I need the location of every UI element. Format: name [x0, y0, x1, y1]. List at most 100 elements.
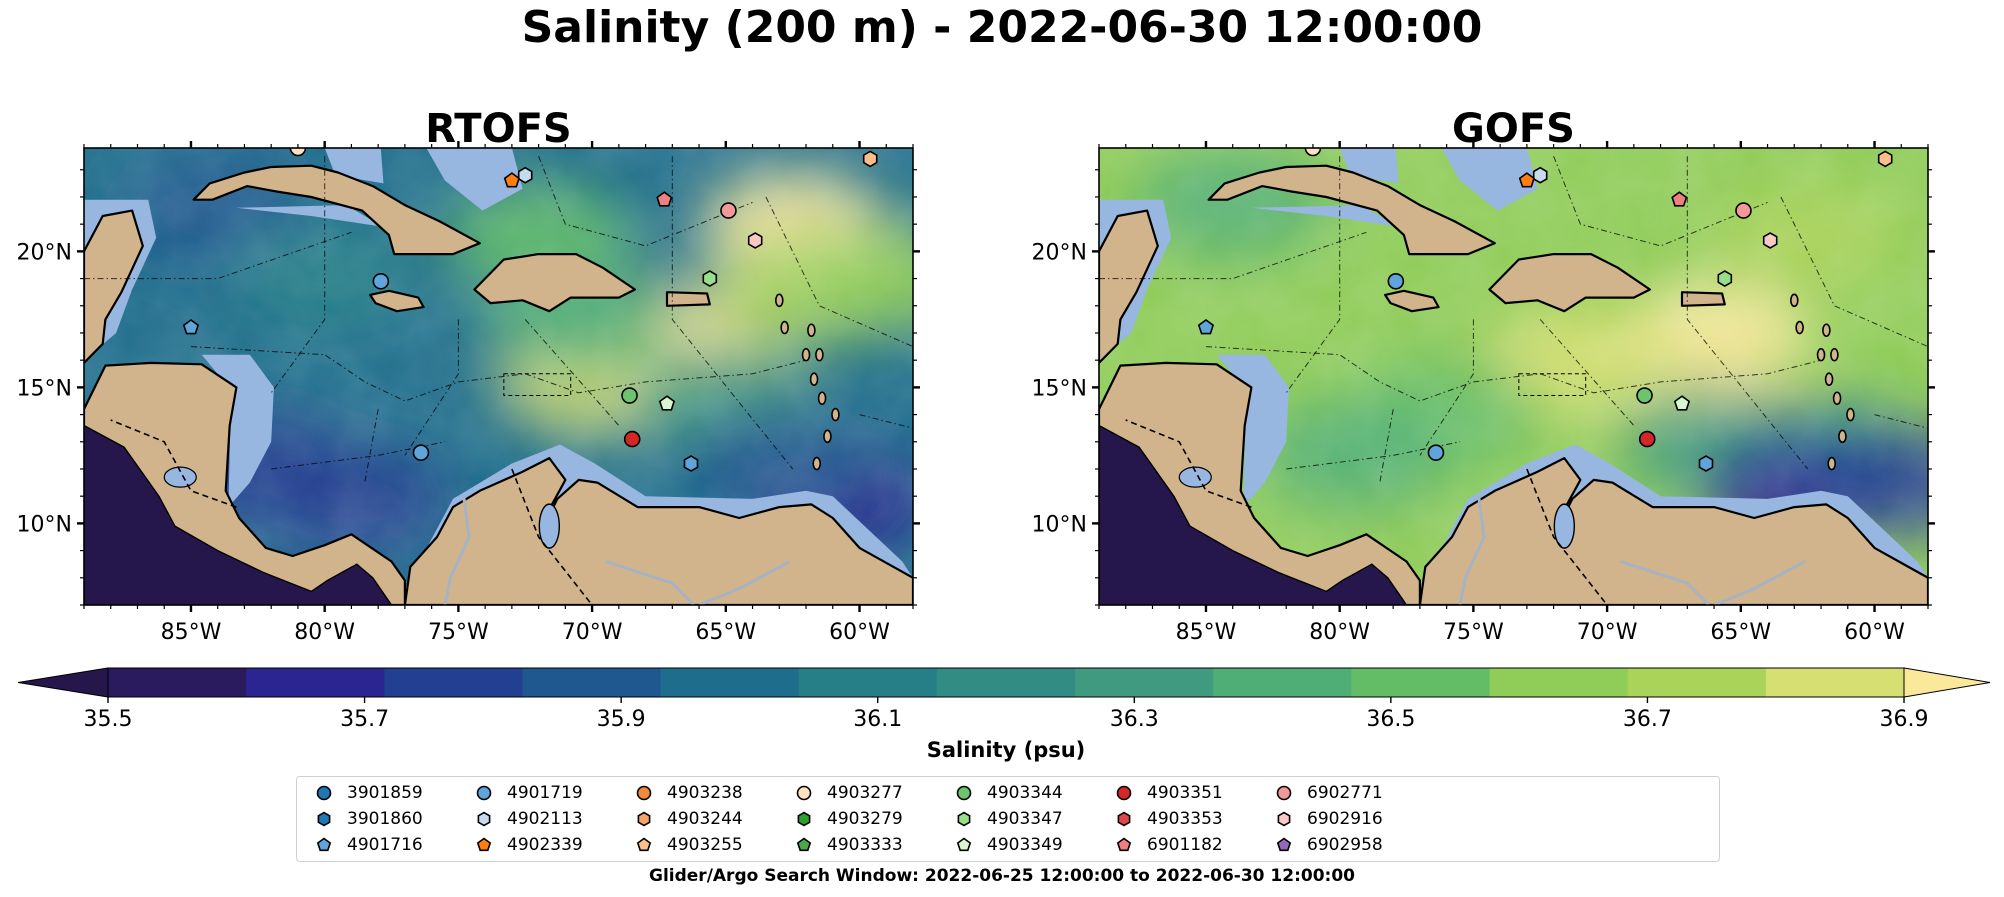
- legend-item: 4902113: [475, 809, 583, 829]
- x-tick-label: 75°W: [1443, 620, 1504, 645]
- lesser-antilles-island: [1824, 372, 1834, 387]
- observation-marker: [517, 166, 533, 184]
- search-window-note: Glider/Argo Search Window: 2022-06-25 12…: [649, 866, 1355, 886]
- legend-marker: [797, 811, 811, 827]
- observation-marker: [289, 148, 307, 157]
- observation-marker: [1671, 191, 1688, 207]
- eez-boundary: [404, 319, 459, 456]
- legend-item: 4902339: [475, 835, 583, 855]
- salinity-colorbar: 35.5 35.7 35.9 36.1 36.3 36.5 36.7 36.9 Salinity…: [17, 667, 1991, 762]
- river: [605, 560, 695, 605]
- legend-marker: [636, 785, 652, 801]
- colorbar-tick-label: 35.7: [340, 707, 389, 732]
- lesser-antilles-island: [1830, 347, 1839, 362]
- colorbar-tick-label: 36.5: [1366, 707, 1415, 732]
- legend-item: 6902771: [1275, 783, 1383, 803]
- legend-label: 4903238: [667, 783, 743, 803]
- legend-item: 4903333: [795, 835, 903, 855]
- legend-item: 4903255: [635, 835, 743, 855]
- lesser-antilles-island: [1827, 456, 1837, 471]
- colorbar-segment: [1213, 668, 1352, 697]
- legend-marker-shape: [1276, 785, 1292, 801]
- eez-boundary: [364, 409, 379, 483]
- observation-marker: [1762, 232, 1778, 249]
- observation-marker: [1518, 172, 1535, 188]
- legend-marker: [1116, 837, 1132, 852]
- observation-marker: [702, 270, 718, 288]
- eez-boundary: [1099, 231, 1367, 280]
- legend-marker: [317, 811, 331, 827]
- legend-marker: [957, 811, 971, 827]
- lesser-antilles-island: [1846, 407, 1855, 422]
- observation-marker: [747, 232, 763, 249]
- observation-marker: [720, 202, 737, 219]
- cuba-land: [192, 164, 481, 256]
- x-tick-label: 80°W: [1309, 620, 1370, 645]
- yucatan-land: [1099, 209, 1159, 364]
- legend-item: 4903351: [1115, 783, 1223, 803]
- country-border: [1526, 468, 1608, 605]
- legend-label: 4902113: [507, 809, 583, 829]
- map-frame: [1098, 147, 1929, 606]
- panel-title: RTOFS: [425, 106, 571, 152]
- observation-marker: [621, 387, 638, 404]
- eez-boundary: [538, 156, 753, 247]
- legend-marker-shape: [316, 837, 332, 852]
- legend-marker-shape: [956, 837, 972, 852]
- eez-boundary: [1539, 319, 1635, 426]
- puerto-rico-land: [1680, 291, 1726, 307]
- lake-maracaibo: [538, 503, 561, 549]
- legend-marker-shape: [1277, 811, 1291, 827]
- colorbar-tick-label: 36.7: [1623, 707, 1672, 732]
- observation-marker: [656, 191, 673, 207]
- y-tick-label: 20°N: [17, 240, 72, 265]
- lesser-antilles-island: [815, 347, 824, 362]
- lesser-antilles-island: [823, 429, 832, 444]
- panel-title: GOFS: [1452, 106, 1575, 152]
- legend-label: 4903333: [827, 835, 903, 855]
- eez-boundary: [765, 196, 913, 348]
- observation-marker: [1638, 430, 1656, 448]
- legend-marker: [796, 837, 812, 852]
- lesser-antilles-island: [831, 407, 840, 422]
- shallow-shelf: [236, 205, 384, 227]
- puerto-rico-land: [665, 291, 711, 307]
- river: [443, 496, 471, 605]
- eez-boundary: [671, 156, 794, 470]
- colorbar-tick-label: 36.9: [1880, 707, 1929, 732]
- colorbar-frame: [107, 667, 1905, 698]
- eez-boundary: [1205, 346, 1822, 402]
- x-tick-label: 60°W: [1844, 620, 1905, 645]
- legend-label: 4902339: [507, 835, 583, 855]
- river: [1620, 560, 1710, 605]
- legend-label: 3901860: [347, 809, 423, 829]
- legend-marker-shape: [1116, 785, 1132, 801]
- legend-marker-shape: [316, 785, 332, 801]
- legend-label: 4901719: [507, 783, 583, 803]
- legend-label: 4903349: [987, 835, 1063, 855]
- x-tick-label: 75°W: [428, 620, 489, 645]
- legend-marker: [316, 785, 332, 801]
- legend-marker: [1277, 811, 1291, 827]
- observation-marker: [1735, 202, 1752, 219]
- eez-boundary: [1686, 156, 1809, 470]
- legend-marker-shape: [956, 785, 972, 801]
- lesser-antilles-island: [1795, 320, 1804, 335]
- y-tick-label: 15°N: [17, 376, 72, 401]
- observation-marker: [683, 455, 699, 472]
- legend-marker-shape: [1117, 811, 1131, 827]
- colorbar-segment: [798, 668, 938, 697]
- map-frame: [83, 147, 914, 606]
- observation-marker: [372, 272, 390, 290]
- observation-marker: [1197, 319, 1215, 335]
- legend-marker: [637, 811, 651, 827]
- legend-marker-shape: [1116, 837, 1132, 852]
- eez-boundary: [84, 231, 352, 280]
- legend-label: 4903344: [987, 783, 1063, 803]
- lesser-antilles-island: [1832, 391, 1842, 406]
- lesser-antilles-island: [1838, 429, 1847, 444]
- yucatan-land: [84, 209, 144, 364]
- legend-marker-shape: [796, 837, 812, 852]
- eez-boundary: [1419, 319, 1474, 456]
- river: [698, 560, 791, 605]
